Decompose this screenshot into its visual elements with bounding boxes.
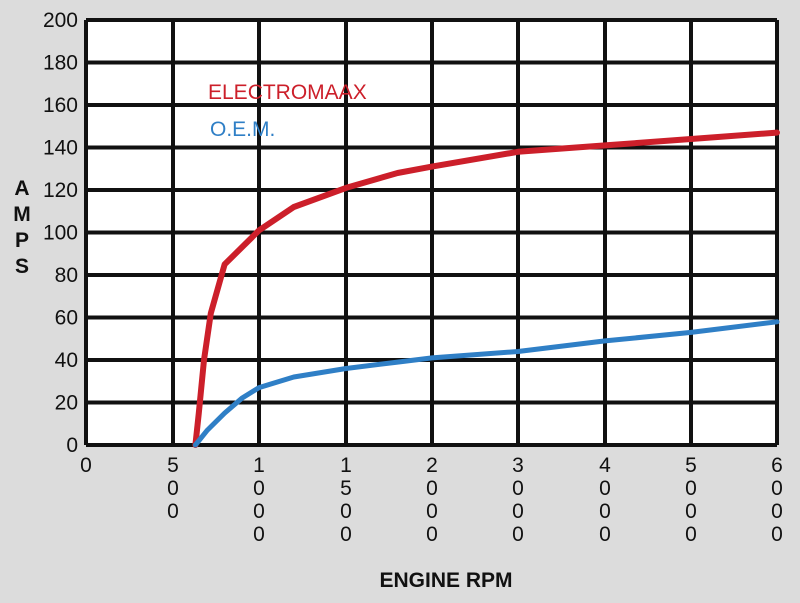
x-tick-label: 0 — [80, 454, 92, 477]
y-tick-label: 100 — [43, 222, 78, 245]
y-tick-label: 40 — [55, 349, 78, 372]
y-tick-label: 120 — [43, 179, 78, 202]
legend-entry: O.E.M. — [210, 118, 275, 141]
y-tick-label: 160 — [43, 94, 78, 117]
x-axis-ticks: 0 5 0 0 1 0 0 0 1 5 0 0 2 0 0 0 3 0 0 0 4 0 0 0 5 0 0 0 6 0 0 0 — [80, 454, 783, 546]
series-line-o-e-m — [192, 319, 780, 448]
y-tick-label: 60 — [55, 307, 78, 330]
legend-entry: ELECTROMAAX — [208, 81, 367, 104]
legend: ELECTROMAAX O.E.M. — [208, 81, 367, 141]
series-line-electromaax — [192, 129, 780, 448]
y-tick-label: 80 — [55, 264, 78, 287]
y-tick-label: 180 — [43, 52, 78, 75]
x-axis-title: ENGINE RPM — [379, 569, 512, 592]
y-tick-label: 200 — [43, 9, 78, 32]
y-tick-label: 20 — [55, 392, 78, 415]
y-axis-ticks: 0 20 40 60 80 100 120 140 160 180 200 — [43, 9, 78, 457]
series-lines — [192, 129, 780, 448]
y-tick-label: 0 — [66, 434, 78, 457]
y-tick-label: 140 — [43, 137, 78, 160]
